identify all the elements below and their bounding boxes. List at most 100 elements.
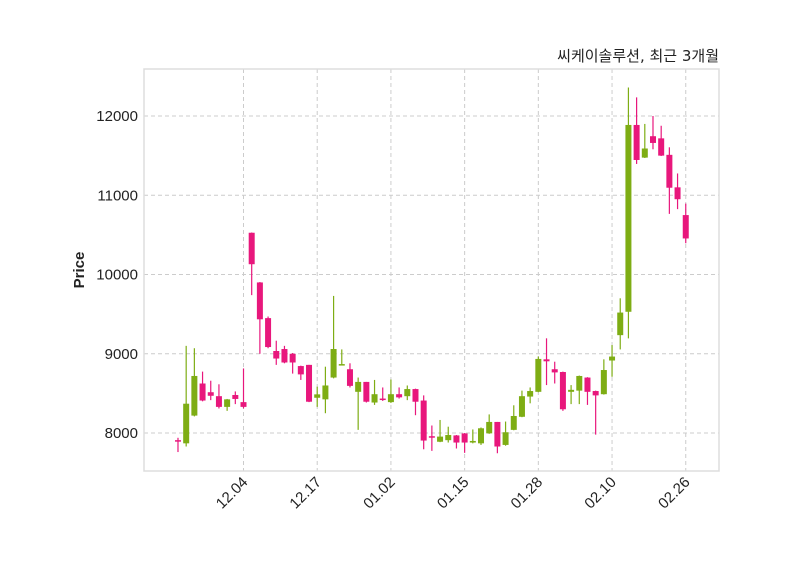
candle-body: [649, 136, 656, 143]
candle-body: [592, 391, 599, 396]
candle-down: [248, 232, 255, 296]
candle-body: [633, 124, 640, 160]
candle-up: [183, 345, 190, 447]
candle-up: [478, 427, 485, 445]
candle-down: [674, 173, 681, 210]
candle-body: [215, 396, 222, 407]
candle-body: [289, 353, 296, 363]
candle-body: [355, 381, 362, 392]
candle-body: [609, 356, 616, 361]
candle-down: [346, 363, 353, 388]
candle-down: [559, 371, 566, 411]
candle-down: [232, 391, 239, 405]
candle-body: [404, 389, 411, 397]
candle-body: [518, 396, 525, 417]
candle-down: [649, 116, 656, 150]
candle-down: [658, 125, 665, 157]
candle-up: [518, 390, 525, 418]
y-tick-label: 8000: [105, 425, 138, 442]
candle-body: [527, 391, 534, 397]
candle-body: [232, 394, 239, 399]
candle-up: [437, 419, 444, 443]
candle-body: [174, 440, 181, 442]
candle-body: [338, 364, 345, 366]
y-axis-label: Price: [71, 252, 88, 289]
y-tick-label: 12000: [96, 108, 138, 125]
candle-body: [510, 415, 517, 430]
candle-down: [281, 345, 288, 364]
candle-body: [543, 359, 550, 362]
candle-up: [387, 379, 394, 403]
x-tick-label: 12.04: [213, 474, 252, 513]
candle-body: [502, 432, 509, 445]
candle-body: [273, 351, 280, 359]
candle-down: [240, 368, 247, 409]
candle-body: [658, 138, 665, 156]
candle-down: [396, 387, 403, 399]
candle-body: [199, 383, 206, 401]
candle-body: [478, 428, 485, 444]
candle-body: [322, 385, 329, 400]
candle-body: [584, 377, 591, 392]
candle-body: [183, 403, 190, 444]
candle-down: [666, 147, 673, 214]
y-axis-ticks: 8000 9000 10000 11000 12000: [96, 108, 138, 442]
candle-up: [641, 123, 648, 159]
candle-body: [494, 421, 501, 447]
candle-up: [486, 414, 493, 434]
candle-down: [633, 97, 640, 164]
candle-up: [338, 349, 345, 366]
candle-up: [314, 386, 321, 407]
candle-body: [568, 389, 575, 392]
candle-down: [215, 384, 222, 409]
candle-up: [469, 429, 476, 444]
candle-up: [600, 359, 607, 395]
candle-body: [428, 436, 435, 438]
candle-down: [494, 421, 501, 454]
candle-body: [240, 402, 247, 407]
candle-body: [379, 398, 386, 401]
y-tick-label: 10000: [96, 267, 138, 284]
candle-up: [330, 295, 337, 379]
y-tick-label: 11000: [97, 187, 138, 204]
candle-body: [453, 435, 460, 443]
candle-up: [371, 379, 378, 405]
y-tick-label: 9000: [105, 346, 138, 363]
candle-body: [445, 435, 452, 441]
candle-down: [592, 390, 599, 435]
candle-down: [174, 437, 181, 453]
candle-down: [256, 282, 263, 354]
candle-up: [576, 375, 583, 405]
candle-body: [551, 369, 558, 373]
x-tick-label: 12.17: [286, 474, 325, 513]
candle-body: [330, 349, 337, 378]
candle-down: [289, 352, 296, 374]
candle-body: [674, 187, 681, 200]
candle-down: [412, 388, 419, 416]
candle-body: [346, 369, 353, 386]
candle-down: [265, 316, 272, 349]
candle-down: [273, 340, 280, 365]
candle-up: [355, 377, 362, 430]
candle-body: [224, 399, 231, 407]
candle-up: [445, 426, 452, 443]
candle-body: [576, 375, 583, 391]
candle-down: [306, 364, 313, 403]
candle-body: [265, 318, 272, 348]
candle-up: [568, 385, 575, 405]
candle-body: [191, 375, 198, 416]
candle-down: [551, 361, 558, 384]
candle-body: [437, 436, 444, 442]
candle-down: [297, 365, 304, 380]
candle-body: [371, 394, 378, 403]
candle-down: [363, 381, 370, 403]
grid: [144, 69, 719, 471]
candle-up: [502, 421, 509, 446]
candle-body: [281, 349, 288, 363]
candle-up: [617, 298, 624, 350]
candle-body: [625, 124, 632, 312]
candle-down: [199, 371, 206, 402]
x-tick-label: 01.15: [434, 474, 473, 513]
candles: [174, 87, 689, 454]
